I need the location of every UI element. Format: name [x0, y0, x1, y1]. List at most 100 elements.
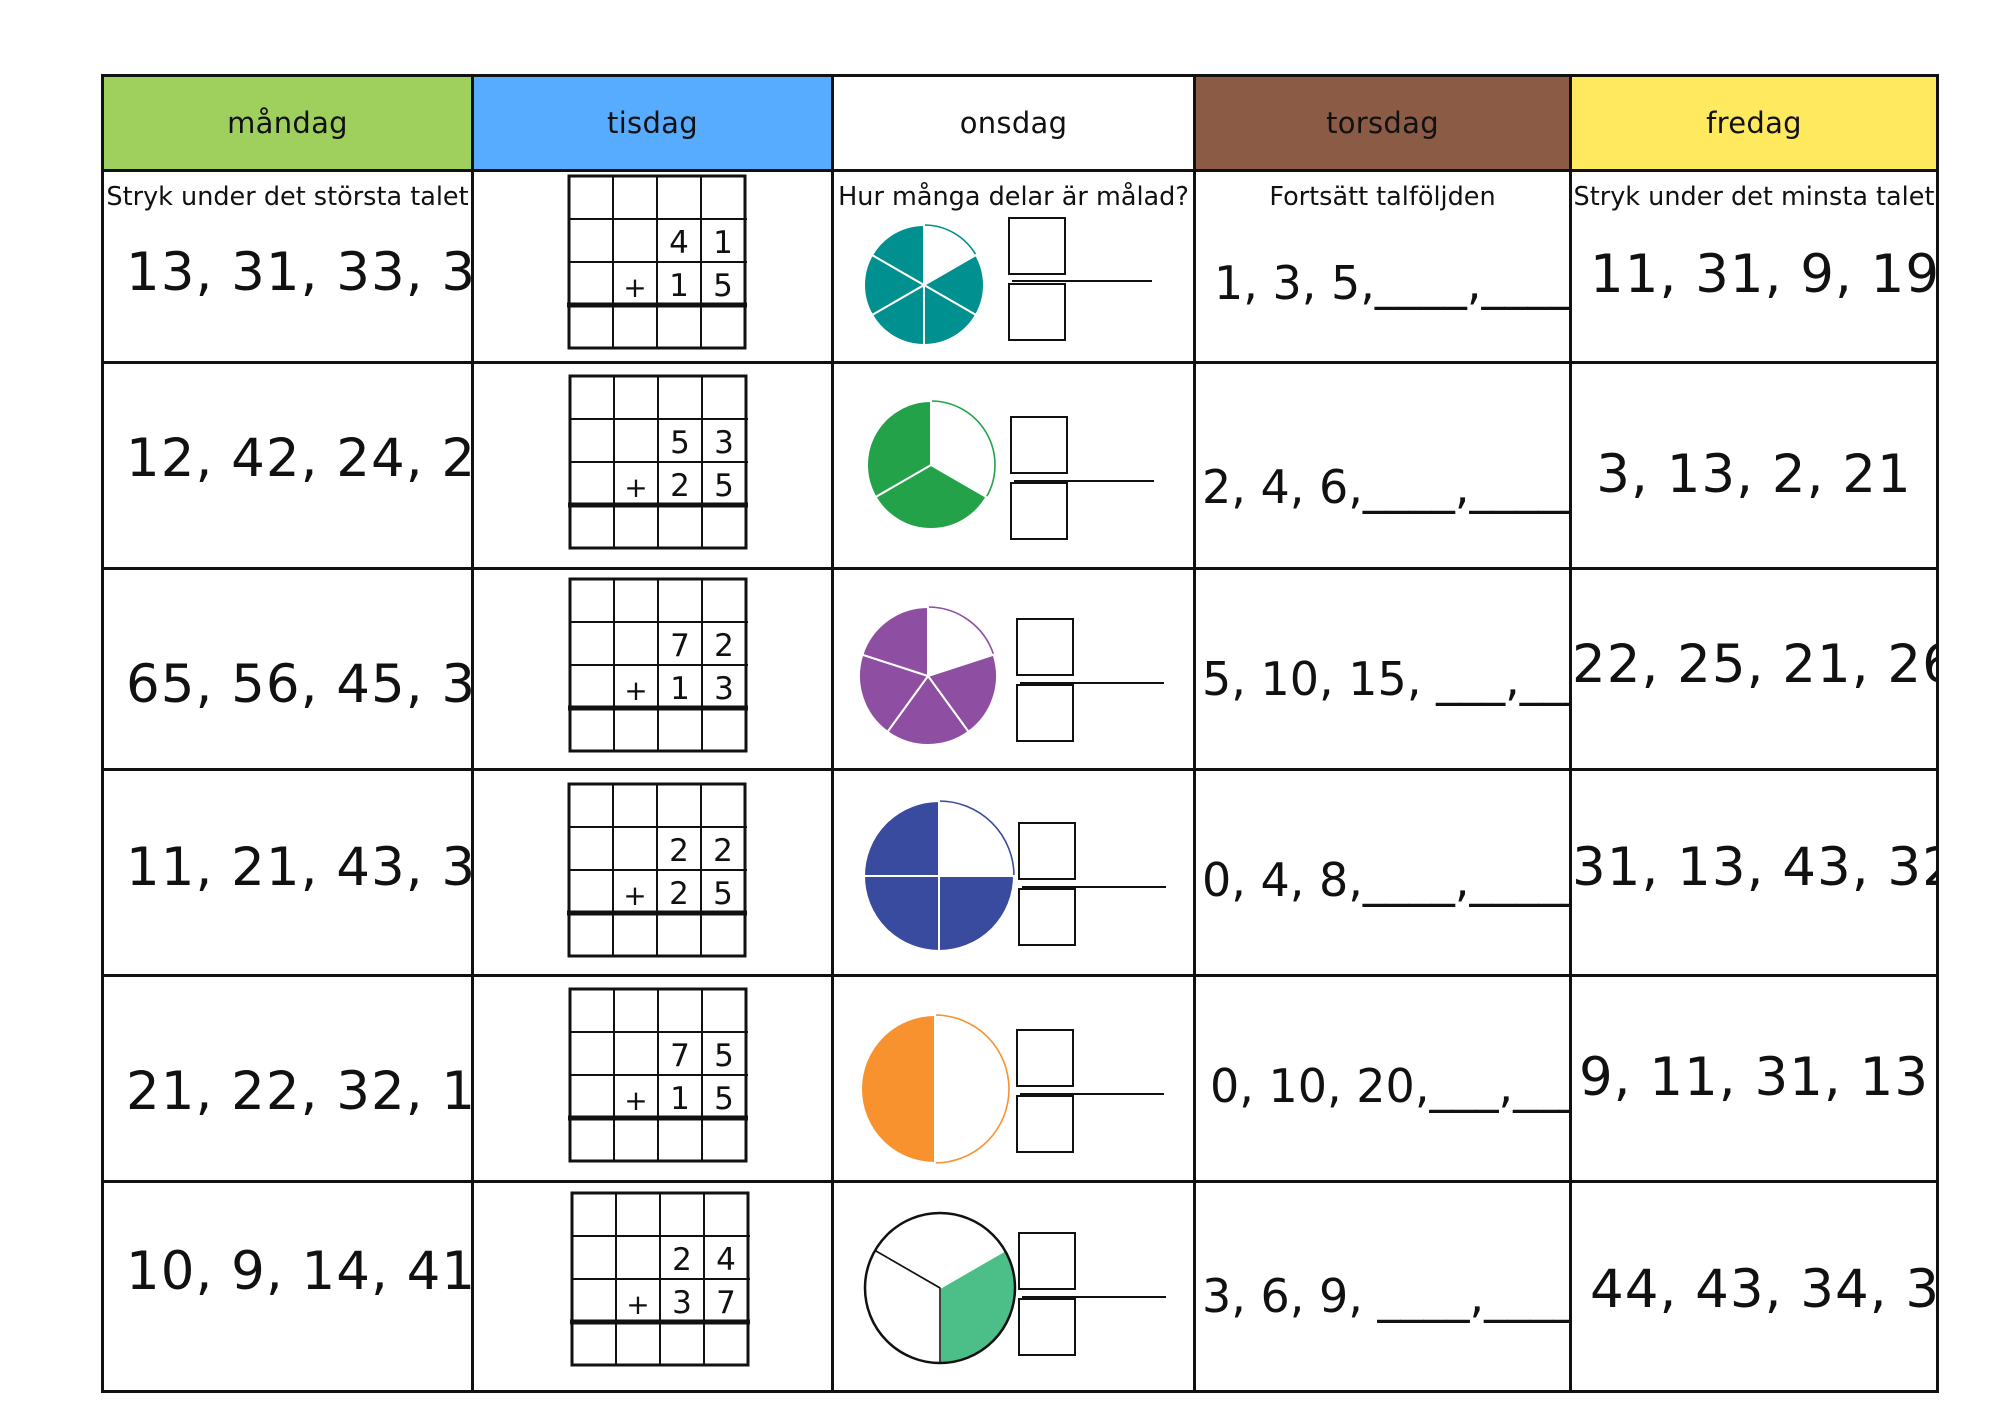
monday-cell: Stryk under det största talet 13, 31, 33… — [101, 169, 474, 364]
pie-slice-colored — [860, 1013, 936, 1165]
pie-slice-empty — [930, 400, 996, 499]
numerator-box — [1010, 416, 1068, 474]
pie-slice-empty — [934, 1014, 1010, 1164]
monday-cell: 21, 22, 32, 11 — [101, 974, 474, 1183]
addition-grid: 7 51 5 + — [568, 987, 748, 1163]
denominator-box — [1018, 1298, 1076, 1356]
tuesday-cell: 4 1 1 5 + — [471, 169, 834, 364]
monday-numbers: 13, 31, 33, 30 — [126, 242, 473, 303]
wednesday-cell — [831, 974, 1196, 1183]
thursday-cell: 0, 4, 8,____,_____ — [1193, 768, 1572, 977]
wednesday-cell — [831, 1180, 1196, 1393]
pie-slice-colored — [866, 399, 932, 499]
thursday-cell: 5, 10, 15, ___,___ — [1193, 567, 1572, 771]
addend-digit: 1 — [669, 268, 689, 304]
numerator-box — [1008, 217, 1066, 275]
pie-slice-colored — [862, 799, 940, 877]
fraction-exercise — [860, 1013, 1164, 1165]
addend-digit: 5 — [714, 1081, 734, 1117]
addend-digit: 2 — [714, 628, 734, 664]
monday-cell: 65, 56, 45, 39 — [101, 567, 474, 771]
exercise-row: 10, 9, 14, 41 2 4 3 7 + 3, 6, 9, ____,_____ … — [101, 1180, 1939, 1393]
numerator-box — [1018, 1232, 1076, 1290]
friday-cell: 44, 43, 34, 33 — [1569, 1180, 1939, 1393]
monday-numbers: 12, 42, 24, 22 — [126, 428, 473, 489]
tuesday-cell: 7 5 1 5 + — [471, 974, 834, 1183]
fraction-exercise — [863, 1211, 1166, 1365]
thursday-cell: Fortsätt talföljden 1, 3, 5,____,_____ — [1193, 169, 1572, 364]
header-thursday: torsdag — [1193, 74, 1572, 172]
header-wednesday: onsdag — [831, 74, 1196, 172]
fraction-exercise — [858, 605, 1164, 746]
friday-numbers: 22, 25, 21, 26 — [1572, 634, 1938, 695]
addend-digit: 3 — [672, 1285, 692, 1321]
friday-cell: Stryk under det minsta talet 11, 31, 9, … — [1569, 169, 1939, 364]
pie-slice-colored — [886, 674, 970, 746]
friday-cell: 31, 13, 43, 32 — [1569, 768, 1939, 977]
pie-slice-colored — [923, 283, 978, 347]
wednesday-cell: Hur många delar är målad? — [831, 169, 1196, 364]
plus-sign: + — [624, 1084, 647, 1117]
thursday-sequence: 2, 4, 6,____,_____ — [1202, 460, 1571, 514]
addend-digit: 1 — [670, 1081, 690, 1117]
addend-digit: 5 — [713, 268, 733, 304]
monday-cell: 11, 21, 43, 34 — [101, 768, 474, 977]
addend-digit: 7 — [670, 628, 690, 664]
addend-digit: 5 — [714, 1038, 734, 1074]
thursday-cell: 3, 6, 9, ____,_____ — [1193, 1180, 1572, 1393]
pie-slice-colored — [870, 283, 925, 347]
friday-numbers: 9, 11, 31, 13 — [1578, 1047, 1930, 1108]
denominator-box — [1010, 482, 1068, 540]
pie-slice-colored — [870, 223, 925, 287]
plus-sign: + — [623, 879, 646, 912]
tuesday-cell: 5 3 2 5 + — [471, 361, 834, 570]
addend-digit: 5 — [713, 876, 733, 912]
exercise-row: 12, 42, 24, 22 5 3 2 5 + 2, 4, 6,____,_____ … — [101, 361, 1939, 570]
addition-grid: 4 11 5+ — [567, 174, 747, 350]
tuesday-cell: 2 2 2 5 + — [471, 768, 834, 977]
exercise-row: 11, 21, 43, 34 2 2 2 5 + 0, 4, 8,____,_____ … — [101, 768, 1939, 977]
pie-slice-colored — [861, 605, 929, 678]
pie-slice-empty — [923, 224, 978, 287]
denominator-box — [1016, 684, 1074, 742]
addend-digit: 2 — [669, 833, 689, 869]
monday-numbers: 21, 22, 32, 11 — [126, 1061, 473, 1122]
addend-digit: 7 — [670, 1038, 690, 1074]
wednesday-instruction: Hur många delar är målad? — [838, 182, 1189, 212]
friday-numbers: 44, 43, 34, 33 — [1590, 1259, 1938, 1320]
wednesday-cell — [831, 567, 1196, 771]
monday-numbers: 65, 56, 45, 39 — [126, 654, 473, 715]
plus-sign: + — [624, 471, 647, 504]
thursday-sequence: 1, 3, 5,____,_____ — [1214, 256, 1571, 310]
exercise-row: 65, 56, 45, 39 7 2 1 3 + 5, 10, 15, ___,___ … — [101, 567, 1939, 771]
friday-cell: 9, 11, 31, 13 — [1569, 974, 1939, 1183]
addend-digit: 1 — [670, 671, 690, 707]
addition-grid: 2 43 7 + — [570, 1191, 750, 1367]
weekly-grid: måndag tisdag onsdag torsdag fredag Stry… — [101, 74, 1939, 1393]
pie-slice-colored — [874, 463, 988, 530]
addend-digit: 1 — [713, 225, 733, 261]
wednesday-cell — [831, 361, 1196, 570]
wednesday-cell — [831, 768, 1196, 977]
thursday-sequence: 5, 10, 15, ___,___ — [1202, 652, 1571, 706]
addend-digit: 3 — [714, 671, 734, 707]
friday-numbers: 31, 13, 43, 32 — [1572, 837, 1938, 898]
addend-digit: 2 — [713, 833, 733, 869]
addend-digit: 3 — [714, 425, 734, 461]
header-monday: måndag — [101, 74, 474, 172]
addend-digit: 5 — [714, 468, 734, 504]
addition-grid: 2 22 5+ — [567, 782, 747, 958]
thursday-sequence: 0, 4, 8,____,_____ — [1202, 853, 1571, 907]
pie-slice-colored — [858, 653, 930, 734]
numerator-box — [1018, 822, 1076, 880]
plus-sign: + — [626, 1288, 649, 1321]
monday-cell: 10, 9, 14, 41 — [101, 1180, 474, 1393]
pie-slice-colored — [926, 653, 998, 734]
plus-sign: + — [623, 271, 646, 304]
pie-slice-colored — [863, 253, 926, 317]
monday-numbers: 11, 21, 43, 34 — [126, 837, 473, 898]
exercise-row: 21, 22, 32, 11 7 5 1 5 + 0, 10, 20,___,___, … — [101, 974, 1939, 1183]
tuesday-cell: 2 4 3 7 + — [471, 1180, 834, 1393]
plus-sign: + — [624, 674, 647, 707]
header-row: måndag tisdag onsdag torsdag fredag — [101, 74, 1939, 172]
